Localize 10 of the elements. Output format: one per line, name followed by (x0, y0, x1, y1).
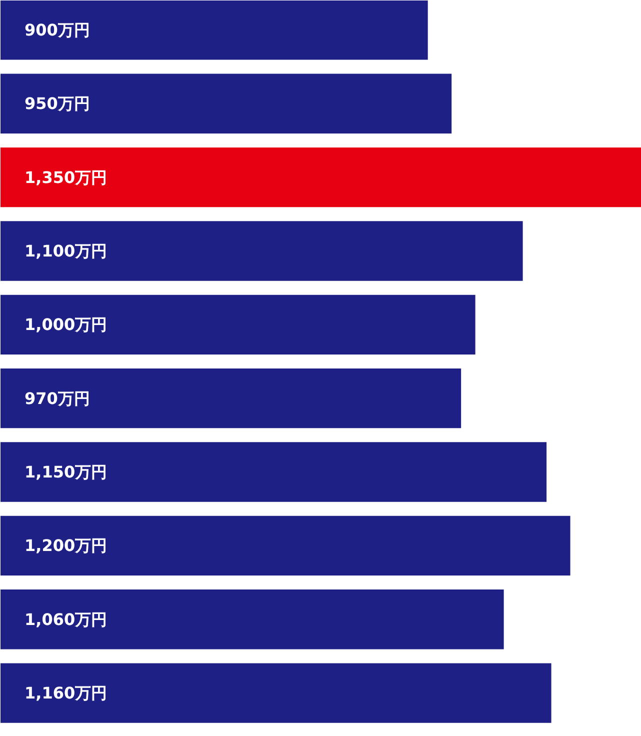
data-label: 1,350万円 (24, 168, 108, 187)
data-label: 970万円 (24, 388, 90, 408)
data-label: 1,100万円 (24, 241, 108, 260)
data-label: 1,160万円 (24, 684, 108, 703)
data-label: 900万円 (24, 20, 90, 40)
data-label: 1,060万円 (24, 610, 108, 629)
data-label: 1,200万円 (24, 536, 108, 556)
data-label: 1,000万円 (24, 315, 108, 334)
data-label: 950万円 (24, 94, 90, 114)
data-label: 1,150万円 (24, 462, 108, 482)
